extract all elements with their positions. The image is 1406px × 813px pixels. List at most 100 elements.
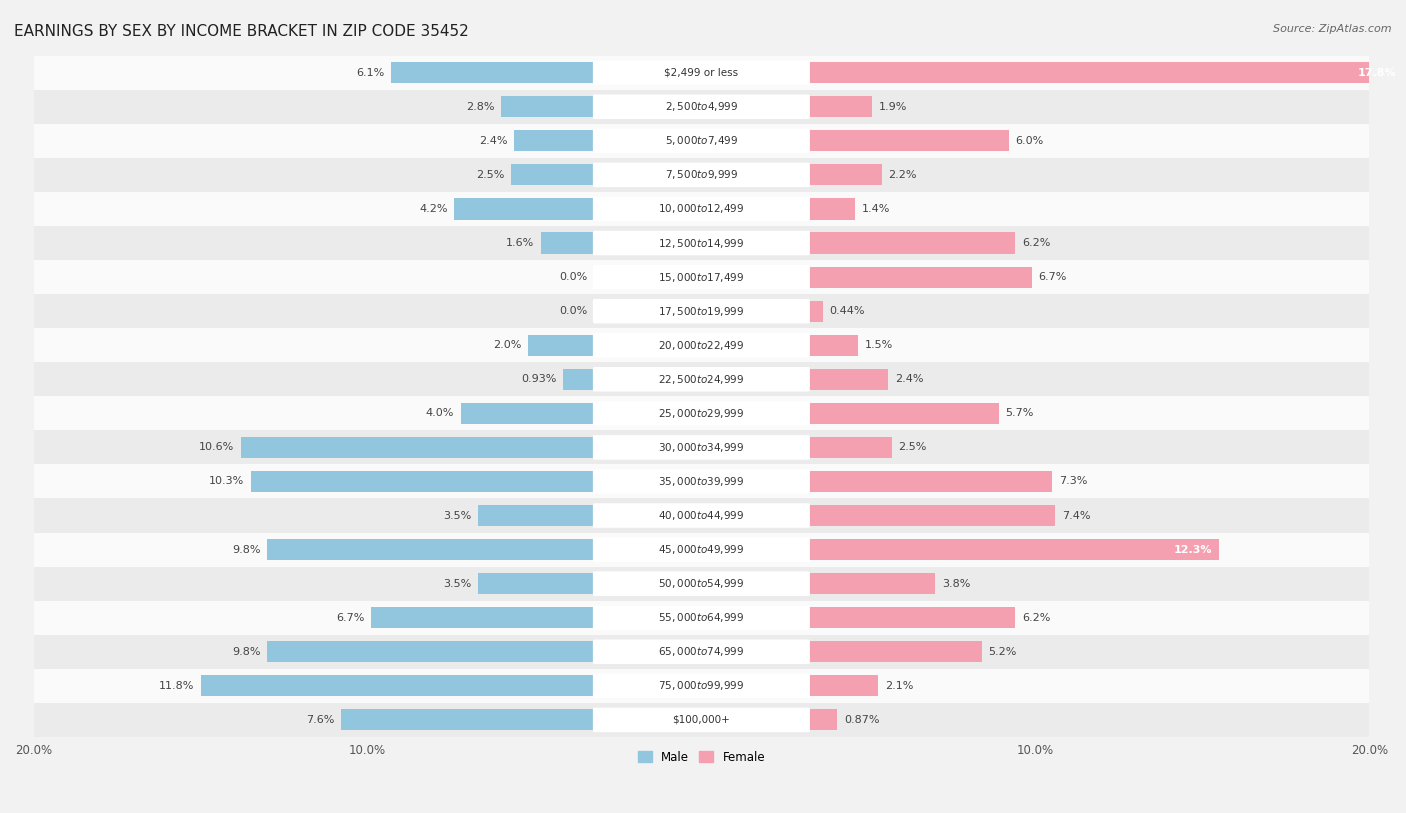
Text: $15,000 to $17,499: $15,000 to $17,499 (658, 271, 745, 284)
Bar (808, 402, 998, 424)
Bar (34, 192, 1369, 226)
Text: 7.6%: 7.6% (305, 715, 335, 725)
Text: $35,000 to $39,999: $35,000 to $39,999 (658, 475, 745, 488)
Text: 6.1%: 6.1% (356, 67, 384, 78)
Bar (808, 641, 981, 663)
Text: $50,000 to $54,999: $50,000 to $54,999 (658, 577, 745, 590)
Text: 12.3%: 12.3% (1174, 545, 1212, 554)
Text: 1.9%: 1.9% (879, 102, 907, 111)
Text: $75,000 to $99,999: $75,000 to $99,999 (658, 680, 745, 693)
Text: $55,000 to $64,999: $55,000 to $64,999 (658, 611, 745, 624)
Text: 3.5%: 3.5% (443, 511, 471, 520)
FancyBboxPatch shape (593, 163, 810, 187)
Bar (34, 55, 1369, 89)
Text: 2.8%: 2.8% (465, 102, 495, 111)
Text: 6.2%: 6.2% (1022, 613, 1050, 623)
Bar (34, 226, 1369, 260)
FancyBboxPatch shape (593, 401, 810, 425)
Text: $5,000 to $7,499: $5,000 to $7,499 (665, 134, 738, 147)
Legend: Male, Female: Male, Female (633, 746, 769, 768)
Text: 9.8%: 9.8% (232, 545, 260, 554)
FancyBboxPatch shape (593, 94, 810, 119)
FancyBboxPatch shape (593, 606, 810, 630)
Text: $25,000 to $29,999: $25,000 to $29,999 (658, 406, 745, 420)
Text: $20,000 to $22,499: $20,000 to $22,499 (658, 339, 745, 352)
Bar (34, 260, 1369, 294)
Bar (808, 607, 1015, 628)
FancyBboxPatch shape (593, 367, 810, 392)
Text: Source: ZipAtlas.com: Source: ZipAtlas.com (1274, 24, 1392, 34)
Text: $30,000 to $34,999: $30,000 to $34,999 (658, 441, 745, 454)
Text: 2.5%: 2.5% (477, 170, 505, 180)
Text: $22,500 to $24,999: $22,500 to $24,999 (658, 373, 745, 386)
Text: 6.7%: 6.7% (1039, 272, 1067, 282)
Text: 0.87%: 0.87% (844, 715, 880, 725)
Text: 5.2%: 5.2% (988, 647, 1017, 657)
Text: 6.7%: 6.7% (336, 613, 364, 623)
Bar (501, 96, 595, 117)
Bar (34, 158, 1369, 192)
Bar (34, 124, 1369, 158)
Text: 10.3%: 10.3% (208, 476, 243, 486)
Bar (808, 267, 1032, 288)
Text: $17,500 to $19,999: $17,500 to $19,999 (658, 305, 745, 318)
Bar (808, 335, 858, 356)
Bar (391, 62, 595, 83)
Text: 0.44%: 0.44% (830, 307, 865, 316)
Bar (593, 267, 595, 288)
Text: $40,000 to $44,999: $40,000 to $44,999 (658, 509, 745, 522)
Bar (34, 669, 1369, 703)
FancyBboxPatch shape (593, 128, 810, 153)
Text: $65,000 to $74,999: $65,000 to $74,999 (658, 646, 745, 659)
FancyBboxPatch shape (593, 265, 810, 289)
Text: $2,499 or less: $2,499 or less (664, 67, 738, 78)
Bar (267, 539, 595, 560)
Bar (808, 437, 891, 458)
Bar (808, 505, 1056, 526)
Bar (34, 533, 1369, 567)
Bar (34, 464, 1369, 498)
Text: 0.0%: 0.0% (560, 307, 588, 316)
Text: 0.0%: 0.0% (560, 272, 588, 282)
Text: $10,000 to $12,499: $10,000 to $12,499 (658, 202, 745, 215)
Text: $2,500 to $4,999: $2,500 to $4,999 (665, 100, 738, 113)
Text: $7,500 to $9,999: $7,500 to $9,999 (665, 168, 738, 181)
Text: 5.7%: 5.7% (1005, 408, 1033, 419)
Text: 6.2%: 6.2% (1022, 238, 1050, 248)
Text: 1.6%: 1.6% (506, 238, 534, 248)
Text: 2.2%: 2.2% (889, 170, 917, 180)
Text: 4.2%: 4.2% (419, 204, 447, 214)
Bar (527, 335, 595, 356)
Bar (34, 703, 1369, 737)
Text: 3.5%: 3.5% (443, 579, 471, 589)
Bar (510, 164, 595, 185)
Bar (808, 369, 889, 389)
Bar (808, 96, 872, 117)
FancyBboxPatch shape (593, 707, 810, 733)
Text: $45,000 to $49,999: $45,000 to $49,999 (658, 543, 745, 556)
Bar (267, 641, 595, 663)
FancyBboxPatch shape (593, 333, 810, 358)
Text: 0.93%: 0.93% (522, 374, 557, 385)
Bar (34, 396, 1369, 430)
Text: 17.8%: 17.8% (1357, 67, 1396, 78)
Text: $12,500 to $14,999: $12,500 to $14,999 (658, 237, 745, 250)
Bar (240, 437, 595, 458)
Bar (593, 301, 595, 322)
Bar (34, 430, 1369, 464)
Bar (808, 471, 1052, 492)
Text: 10.6%: 10.6% (198, 442, 233, 452)
Text: 11.8%: 11.8% (159, 680, 194, 691)
Bar (34, 635, 1369, 669)
Bar (478, 505, 595, 526)
Bar (371, 607, 595, 628)
FancyBboxPatch shape (593, 197, 810, 221)
Bar (808, 301, 823, 322)
FancyBboxPatch shape (593, 469, 810, 493)
Text: 2.1%: 2.1% (884, 680, 914, 691)
Text: 4.0%: 4.0% (426, 408, 454, 419)
Text: 9.8%: 9.8% (232, 647, 260, 657)
Text: 2.5%: 2.5% (898, 442, 927, 452)
FancyBboxPatch shape (593, 674, 810, 698)
Bar (808, 676, 879, 697)
